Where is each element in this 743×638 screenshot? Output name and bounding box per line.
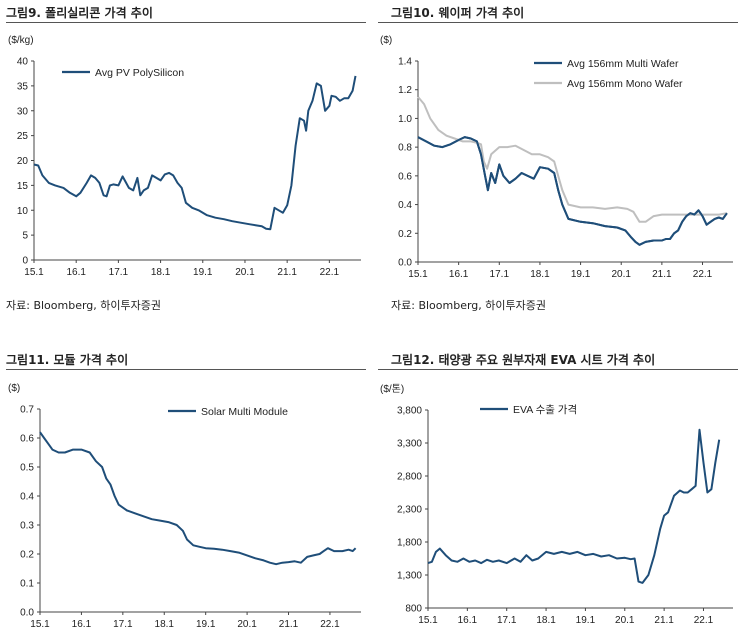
x-tick-label: 15.1 [418, 615, 438, 626]
y-tick-label: 0.6 [20, 434, 34, 445]
x-tick-label: 21.1 [654, 615, 674, 626]
y-tick-label: 15 [17, 181, 29, 192]
x-tick-label: 20.1 [611, 269, 631, 280]
x-tick-label: 15.1 [408, 269, 428, 280]
x-tick-label: 22.1 [320, 619, 340, 630]
x-tick-label: 16.1 [66, 267, 86, 278]
y-tick-label: 0.3 [20, 521, 34, 532]
y-axis-unit-label: ($/톤) [380, 383, 404, 395]
series-line [427, 428, 721, 584]
x-tick-label: 22.1 [320, 267, 340, 278]
figure-12-title: 그림12. 태양광 주요 원부자재 EVA 시트 가격 추이 [391, 353, 656, 367]
y-tick-label: 5 [22, 231, 28, 242]
figure-11-panel: 그림11. 모듈 가격 추이 ($) 0.0 0.1 0.2 0.3 0.4 0.5 0.6 0… [6, 351, 366, 638]
eva-sheet-price-chart: ($/톤) 800 1,300 1,800 2,300 2,800 3,300 3,800 15… [380, 383, 733, 626]
figure-10-title: 그림10. 웨이퍼 가격 추이 [391, 6, 525, 20]
figure-10-title-rule [378, 22, 738, 23]
y-tick-label: 0.0 [20, 608, 34, 619]
module-price-chart: ($) 0.0 0.1 0.2 0.3 0.4 0.5 0.6 0.7 15.1 16.1 17.1 1… [8, 383, 361, 630]
y-tick-label: 1,800 [397, 538, 422, 549]
y-tick-label: 1,300 [397, 571, 422, 582]
x-tick-label: 19.1 [571, 269, 591, 280]
x-tick-label: 20.1 [615, 615, 635, 626]
x-tick-label: 20.1 [235, 267, 255, 278]
y-tick-label: 3,300 [397, 439, 422, 450]
y-axis-unit-label: ($) [380, 35, 392, 46]
x-tick-label: 17.1 [109, 267, 129, 278]
x-tick-label: 17.1 [490, 269, 510, 280]
figure-9-title: 그림9. 폴리실리콘 가격 추이 [6, 6, 153, 20]
legend-label: Avg 156mm Multi Wafer [567, 58, 679, 70]
series-line-overlay [417, 136, 728, 246]
series-line [417, 96, 728, 223]
series-line [417, 136, 728, 246]
series-line [33, 75, 357, 231]
y-axis-unit-label: ($/kg) [8, 35, 34, 46]
y-tick-label: 30 [17, 106, 29, 117]
x-tick-label: 15.1 [30, 619, 50, 630]
y-tick-label: 0.5 [20, 463, 34, 474]
y-tick-label: 0.4 [20, 492, 34, 503]
figure-10-source: 자료: Bloomberg, 하이투자증권 [391, 299, 546, 312]
x-tick-label: 21.1 [279, 619, 299, 630]
x-tick-label: 17.1 [497, 615, 517, 626]
x-tick-label: 20.1 [237, 619, 257, 630]
figure-9-panel: 그림9. 폴리실리콘 가격 추이 ($/kg) 0 5 10 15 20 25 30 35 40 1… [6, 4, 366, 314]
figure-9-title-rule [6, 22, 366, 23]
y-tick-label: 35 [17, 81, 29, 92]
y-tick-label: 0.0 [398, 258, 412, 269]
wafer-price-chart: ($) 0.0 0.2 0.4 0.6 0.8 1.0 1.2 1.4 15.1 16.1 17.1 1… [380, 35, 733, 280]
x-tick-label: 16.1 [72, 619, 92, 630]
figure-11-title: 그림11. 모듈 가격 추이 [6, 353, 129, 367]
x-tick-label: 16.1 [458, 615, 478, 626]
figure-11-title-rule [6, 369, 366, 370]
y-tick-label: 1.2 [398, 85, 412, 96]
y-tick-label: 2,300 [397, 505, 422, 516]
series-line [39, 431, 357, 566]
legend-label: EVA 수출 가격 [513, 403, 577, 416]
x-tick-label: 17.1 [113, 619, 133, 630]
y-tick-label: 0.1 [20, 579, 34, 590]
y-tick-label: 0.8 [398, 143, 412, 154]
x-tick-label: 21.1 [277, 267, 297, 278]
figure-12-title-rule [378, 369, 738, 370]
y-tick-label: 0.6 [398, 171, 412, 182]
x-tick-label: 21.1 [652, 269, 672, 280]
y-tick-label: 25 [17, 131, 29, 142]
x-tick-label: 16.1 [449, 269, 469, 280]
y-tick-label: 800 [405, 604, 422, 615]
y-tick-label: 1.0 [398, 114, 412, 125]
x-tick-label: 22.1 [693, 269, 713, 280]
polysilicon-price-chart: ($/kg) 0 5 10 15 20 25 30 35 40 15.1 16.1 17.1 18.1 19… [8, 35, 361, 278]
y-tick-label: 20 [17, 156, 29, 167]
y-tick-label: 0.2 [20, 550, 34, 561]
x-tick-label: 18.1 [151, 267, 171, 278]
x-tick-label: 18.1 [536, 615, 556, 626]
y-tick-label: 0.7 [20, 405, 34, 416]
figure-12-panel: 그림12. 태양광 주요 원부자재 EVA 시트 가격 추이 ($/톤) 800 1… [378, 351, 738, 638]
figure-10-panel: 그림10. 웨이퍼 가격 추이 ($) 0.0 0.2 0.4 0.6 0.8 1.0 1.2… [378, 4, 738, 314]
legend-label: Avg 156mm Mono Wafer [567, 78, 683, 90]
y-tick-label: 3,800 [397, 406, 422, 417]
x-tick-label: 15.1 [24, 267, 44, 278]
x-tick-label: 19.1 [576, 615, 596, 626]
x-tick-label: 22.1 [694, 615, 714, 626]
y-tick-label: 10 [17, 206, 29, 217]
y-tick-label: 0.2 [398, 229, 412, 240]
legend-label: Avg PV PolySilicon [95, 67, 184, 79]
figure-9-source: 자료: Bloomberg, 하이투자증권 [6, 299, 161, 312]
x-tick-label: 18.1 [155, 619, 175, 630]
y-axis-unit-label: ($) [8, 383, 20, 394]
legend-label: Solar Multi Module [201, 406, 288, 418]
y-tick-label: 1.4 [398, 57, 412, 68]
y-tick-label: 40 [17, 57, 29, 68]
x-tick-label: 18.1 [530, 269, 550, 280]
y-tick-label: 0 [22, 256, 28, 267]
x-tick-label: 19.1 [196, 619, 216, 630]
y-tick-label: 0.4 [398, 200, 412, 211]
x-tick-label: 19.1 [193, 267, 213, 278]
y-tick-label: 2,800 [397, 472, 422, 483]
